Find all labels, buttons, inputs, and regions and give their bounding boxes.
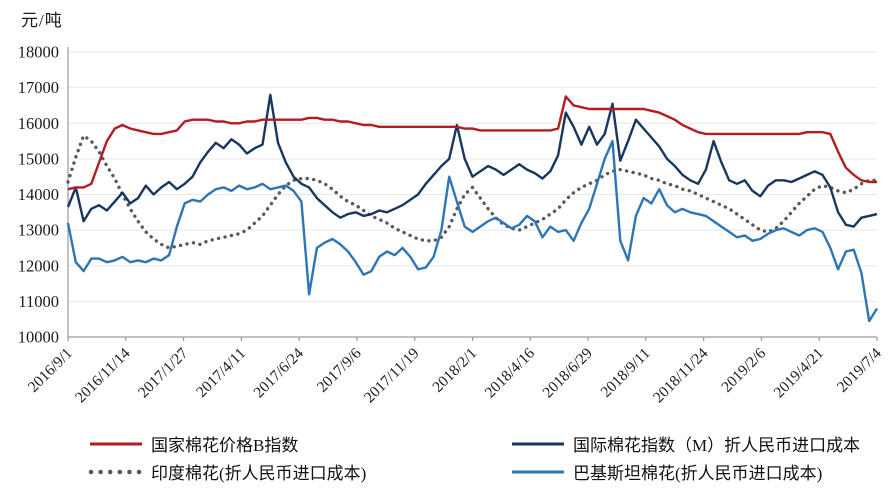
x-tick-label: 2018/4/16 bbox=[482, 345, 539, 402]
x-tick-label: 2016/11/14 bbox=[72, 345, 134, 407]
y-tick-label: 18000 bbox=[18, 43, 59, 62]
legend-item-international-m-index: 国际棉花指数（M）折人民币进口成本 bbox=[510, 431, 860, 456]
x-tick-label: 2018/2/1 bbox=[429, 345, 480, 396]
legend-marker-solid-red bbox=[90, 442, 142, 445]
y-tick-label: 17000 bbox=[18, 78, 59, 97]
x-tick-label: 2016/9/1 bbox=[25, 345, 76, 396]
x-tick-label: 2017/1/27 bbox=[135, 345, 192, 402]
legend-item-cc-index-b: 国家棉花价格B指数 bbox=[88, 431, 510, 456]
y-axis-unit-label: 元/吨 bbox=[21, 11, 63, 30]
legend-label: 巴基斯坦棉花(折人民币进口成本) bbox=[573, 464, 823, 483]
y-tick-label: 15000 bbox=[18, 149, 59, 168]
x-tick-label: 2018/6/29 bbox=[539, 345, 596, 402]
x-tick-label: 2018/11/24 bbox=[650, 345, 712, 407]
y-tick-label: 10000 bbox=[18, 328, 59, 347]
legend-item-pakistan-cotton: 巴基斯坦棉花(折人民币进口成本) bbox=[510, 459, 860, 484]
x-tick-label: 2019/2/6 bbox=[718, 345, 769, 396]
x-tick-label: 2018/9/11 bbox=[598, 345, 654, 401]
legend-item-india-cotton: 印度棉花(折人民币进口成本) bbox=[88, 459, 510, 484]
legend-marker-dotted-gray bbox=[88, 469, 144, 474]
series-line-3 bbox=[66, 139, 879, 323]
y-tick-label: 13000 bbox=[18, 221, 59, 240]
legend-marker-solid-lightblue bbox=[512, 470, 564, 473]
y-tick-label: 14000 bbox=[18, 185, 59, 204]
series-line-0 bbox=[67, 95, 877, 191]
x-tick-label: 2017/4/11 bbox=[193, 345, 249, 401]
legend-label: 国际棉花指数（M）折人民币进口成本 bbox=[573, 436, 861, 455]
x-tick-label: 2019/7/4 bbox=[834, 345, 885, 396]
legend-label: 印度棉花(折人民币进口成本) bbox=[151, 464, 367, 483]
series-line-1 bbox=[66, 93, 878, 228]
series-line-2 bbox=[66, 133, 879, 250]
y-tick-label: 12000 bbox=[18, 256, 59, 275]
x-tick-label: 2017/9/6 bbox=[314, 345, 365, 396]
y-tick-label: 11000 bbox=[18, 292, 59, 311]
legend-label: 国家棉花价格B指数 bbox=[151, 436, 299, 455]
line-chart-svg: 10000 11000 12000 13000 14000 15000 16000 17000… bbox=[18, 43, 885, 407]
x-tick-label: 2017/6/24 bbox=[250, 345, 307, 402]
legend: 国家棉花价格B指数 国际棉花指数（M）折人民币进口成本 印度棉花(折人民币进口成… bbox=[88, 431, 860, 484]
x-tick-label: 2017/11/19 bbox=[361, 345, 423, 407]
legend-marker-solid-navy bbox=[512, 442, 564, 445]
y-tick-label: 16000 bbox=[18, 114, 59, 133]
x-tick-label: 2019/4/21 bbox=[771, 345, 827, 401]
